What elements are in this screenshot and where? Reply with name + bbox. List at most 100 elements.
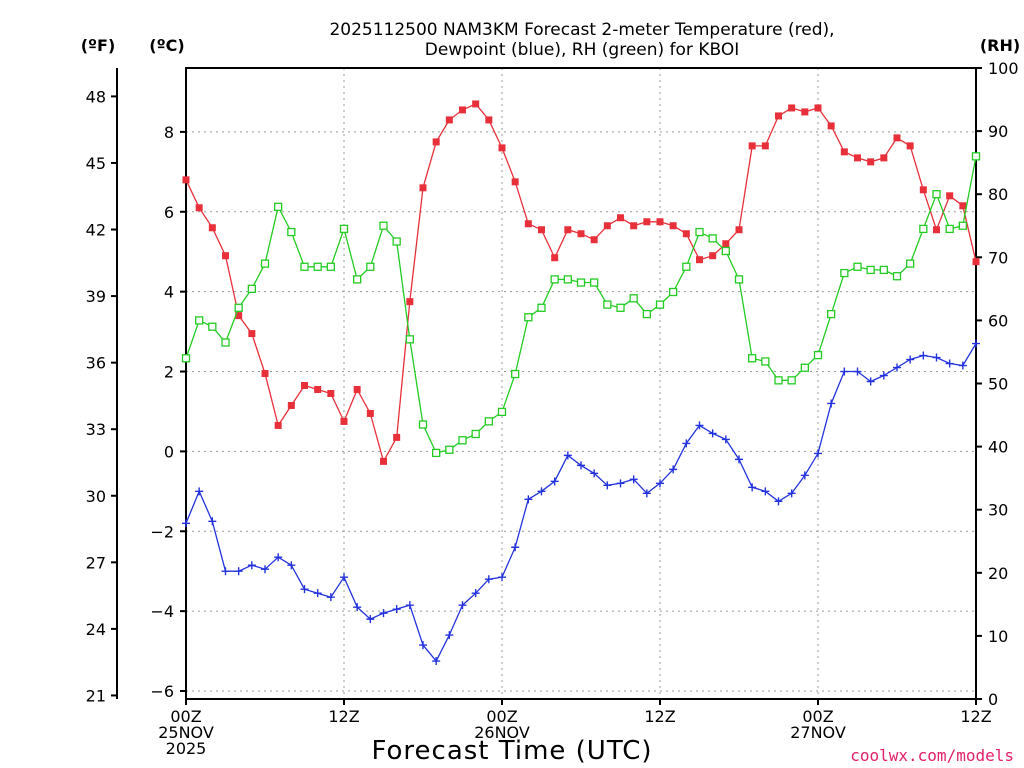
dewpoint-point: [261, 565, 269, 574]
data-series: [181, 100, 981, 666]
x-tick-label: 00Z: [486, 707, 517, 726]
credit-text: coolwx.com/models: [850, 746, 1014, 765]
dewpoint-point: [182, 519, 190, 528]
dewpoint-point: [800, 471, 809, 480]
temperature-point: [709, 252, 717, 260]
x-tick-label: 00Z: [170, 707, 201, 726]
temperature-point: [946, 192, 954, 200]
dewpoint-point: [853, 367, 862, 376]
rh-point: [563, 275, 572, 284]
fahrenheit-tick-label: 48: [86, 87, 106, 106]
dewpoint-point: [577, 461, 585, 470]
temperature-point: [524, 220, 532, 228]
temperature-point: [564, 226, 572, 234]
rh-tick-label: 10: [988, 627, 1008, 646]
rh-point: [945, 224, 954, 234]
dewpoint-point: [287, 561, 296, 570]
rh-point: [511, 369, 520, 379]
temperature-point: [208, 224, 216, 232]
rh-point: [616, 303, 625, 312]
temperature-point: [696, 256, 703, 264]
rh-point: [827, 309, 836, 319]
rh-point: [260, 259, 270, 268]
dewpoint-point: [274, 553, 283, 562]
dewpoint-point: [879, 371, 888, 380]
temperature-point: [880, 154, 888, 162]
rh-point: [813, 350, 823, 360]
dewpoint-point: [247, 561, 256, 570]
dewpoint-point: [945, 359, 954, 368]
rh-point: [682, 262, 691, 271]
rh-point: [761, 357, 770, 366]
temperature-point: [327, 389, 335, 397]
rh-point: [655, 300, 665, 309]
rh-point: [353, 275, 362, 284]
rh-tick-label: 90: [988, 122, 1008, 141]
rh-point: [405, 335, 414, 344]
dewpoint-point: [866, 377, 875, 386]
temperature-point: [827, 122, 835, 130]
rh-point: [379, 221, 388, 230]
rh-point: [590, 278, 599, 287]
dewpoint-point: [642, 489, 651, 498]
dewpoint-point: [484, 575, 493, 584]
rh-point: [853, 262, 862, 271]
rh-point: [932, 190, 941, 199]
temperature-point: [919, 186, 927, 194]
dewpoint-point: [419, 641, 427, 650]
series-2-meter-temperature: [182, 100, 980, 465]
temperature-point: [801, 108, 809, 116]
temperature-point: [854, 154, 861, 162]
x-tick-label: 12Z: [960, 707, 991, 726]
temperature-point: [972, 258, 980, 266]
dewpoint-point: [616, 479, 625, 488]
rh-point: [748, 354, 757, 363]
temperature-point: [261, 370, 269, 378]
dewpoint-point: [972, 339, 980, 348]
dewpoint-point: [761, 487, 770, 496]
temperature-point: [445, 116, 453, 124]
dewpoint-point: [827, 399, 836, 408]
rh-tick-label: 70: [988, 248, 1008, 267]
rh-point: [445, 445, 454, 454]
x-tick-label: 2025: [166, 739, 207, 758]
fahrenheit-tick-label: 27: [86, 553, 106, 572]
temperature-point: [511, 178, 519, 186]
dewpoint-point: [932, 353, 941, 362]
dewpoint-point: [787, 489, 796, 498]
temperature-point: [340, 417, 348, 425]
temperature-point: [867, 158, 875, 166]
temperature-point: [301, 381, 308, 389]
rh-point: [787, 376, 796, 385]
temperature-point: [485, 116, 493, 124]
chart-title-line-1: 2025112500 NAM3KM Forecast 2-meter Tempe…: [329, 20, 834, 40]
temperature-point: [788, 104, 796, 112]
dewpoint-point: [629, 475, 638, 484]
dewpoint-point: [721, 435, 730, 444]
dewpoint-point: [221, 567, 230, 576]
dewpoint-point: [656, 479, 664, 488]
dewpoint-point: [563, 451, 572, 460]
series-line: [185, 343, 977, 663]
dewpoint-point: [708, 429, 717, 438]
rh-point: [906, 259, 915, 268]
rh-point: [326, 262, 335, 271]
rh-tick-label: 100: [988, 59, 1019, 78]
x-tick-label: 25NOV: [158, 723, 214, 742]
dewpoint-point: [195, 487, 204, 496]
dewpoint-point: [471, 589, 480, 598]
temperature-point: [722, 240, 730, 248]
dewpoint-point: [498, 573, 506, 582]
rh-tick-label: 30: [988, 501, 1008, 520]
temperature-point: [840, 148, 848, 156]
temperature-point: [551, 254, 559, 262]
rh-point: [892, 272, 902, 281]
temperature-point: [761, 142, 769, 150]
rh-point: [366, 262, 375, 271]
dewpoint-point: [958, 361, 967, 370]
dewpoint-point: [524, 495, 533, 504]
temperature-point: [366, 409, 374, 417]
temperature-point: [419, 184, 427, 192]
celsius-unit-label: (ºC): [149, 36, 184, 55]
rh-point: [497, 407, 507, 417]
